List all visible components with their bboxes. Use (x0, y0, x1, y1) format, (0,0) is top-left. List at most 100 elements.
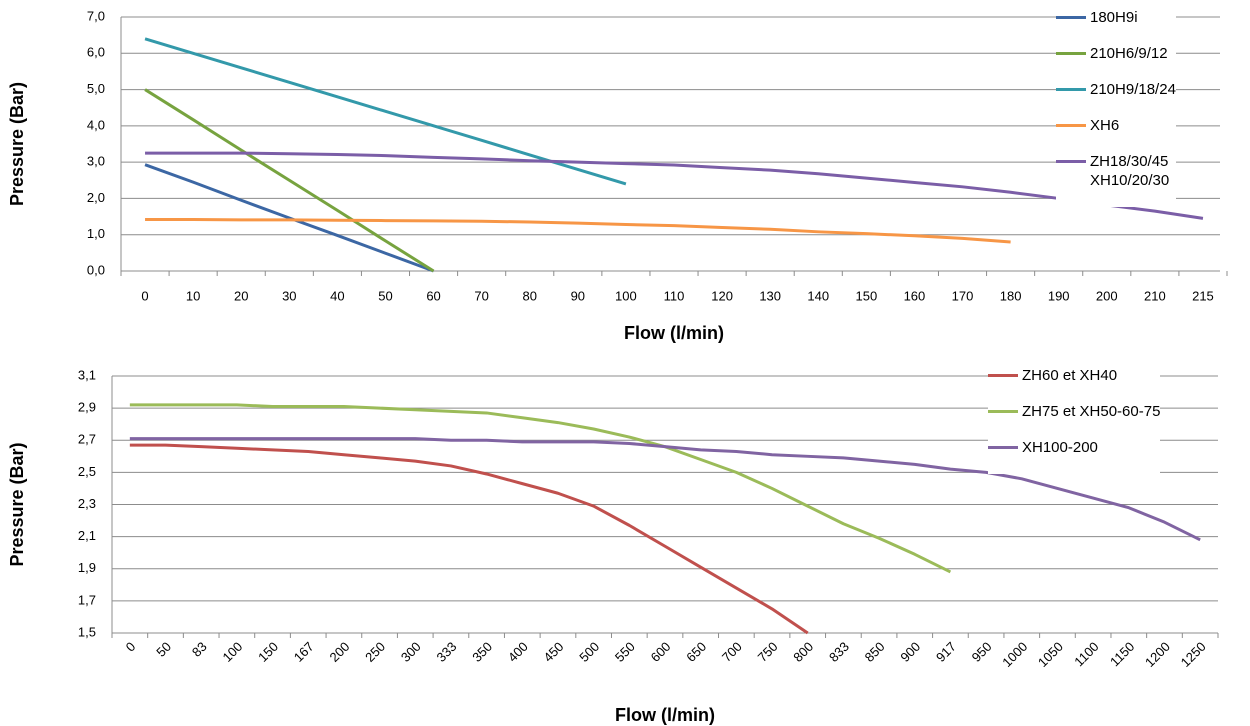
y-tick-label: 5,0 (87, 81, 105, 96)
legend-swatch (1056, 160, 1086, 163)
legend: ZH60 et XH40 ZH75 et XH50-60-75 XH100-200 (988, 366, 1161, 474)
x-tick-label: 110 (664, 288, 685, 303)
x-tick-label: 180 (1000, 288, 1022, 303)
y-axis-title: Pressure (Bar) (7, 82, 27, 206)
y-tick-label: 2,5 (78, 464, 96, 479)
x-tick-label: 900 (897, 639, 923, 665)
y-tick-label: 2,9 (78, 400, 96, 415)
y-tick-label: 6,0 (87, 45, 105, 60)
x-tick-label: 167 (291, 639, 317, 665)
x-tick-label: 170 (952, 288, 974, 303)
x-tick-label: 300 (398, 639, 424, 665)
x-tick-label: 750 (755, 639, 781, 665)
y-tick-label: 4,0 (87, 117, 105, 132)
x-tick-label: 800 (790, 639, 816, 665)
x-tick-label: 200 (1096, 288, 1118, 303)
legend-label: ZH75 et XH50-60-75 (1022, 403, 1161, 420)
legend-label: 210H9/18/24 (1090, 81, 1176, 98)
x-tick-label: 140 (807, 288, 829, 303)
legend-swatch (1056, 124, 1086, 127)
legend-item: XH100-200 (988, 438, 1160, 457)
legend-swatch (988, 446, 1018, 449)
y-tick-label: 0,0 (87, 262, 105, 277)
x-tick-label: 1150 (1107, 639, 1137, 669)
y-tick-label: 1,0 (87, 226, 105, 241)
x-tick-label: 450 (541, 639, 567, 665)
y-tick-label: 3,1 (78, 367, 96, 382)
legend-swatch (988, 374, 1018, 377)
y-tick-label: 2,7 (78, 432, 96, 447)
y-tick-label: 1,7 (78, 592, 96, 607)
x-tick-label: 0 (123, 639, 139, 655)
x-tick-label: 1100 (1071, 639, 1101, 669)
x-tick-label: 40 (330, 288, 344, 303)
x-tick-label: 130 (759, 288, 781, 303)
x-tick-label: 50 (378, 288, 392, 303)
x-tick-label: 120 (711, 288, 733, 303)
y-tick-label: 7,0 (87, 8, 105, 23)
legend-item: XH6 (1056, 116, 1176, 135)
y-tick-label: 2,0 (87, 190, 105, 205)
legend-item: ZH75 et XH50-60-75 (988, 402, 1160, 421)
x-tick-label: 10 (186, 288, 200, 303)
x-tick-label: 550 (612, 639, 638, 665)
x-tick-label: 1200 (1142, 639, 1173, 670)
x-tick-label: 70 (474, 288, 488, 303)
x-tick-label: 215 (1192, 288, 1214, 303)
x-tick-label: 400 (505, 639, 531, 665)
y-tick-label: 1,5 (78, 624, 96, 639)
x-tick-label: 20 (234, 288, 248, 303)
x-tick-label: 150 (855, 288, 877, 303)
x-tick-label: 210 (1144, 288, 1166, 303)
x-tick-label: 250 (362, 639, 388, 665)
x-tick-label: 1000 (999, 639, 1030, 670)
y-tick-label: 2,1 (78, 528, 96, 543)
legend-label: 180H9i (1090, 9, 1138, 26)
x-tick-label: 160 (904, 288, 926, 303)
x-tick-label: 30 (282, 288, 296, 303)
legend-label: 210H6/9/12 (1090, 45, 1168, 62)
legend: 180H9i 210H6/9/12 210H9/18/24 XH6 ZH18/30/45… (1056, 8, 1176, 207)
x-tick-label: 833 (826, 639, 852, 665)
x-tick-label: 90 (571, 288, 585, 303)
series-line (129, 403, 952, 574)
x-axis-title: Flow (l/min) (615, 705, 715, 725)
legend-item: 210H9/18/24 (1056, 80, 1176, 99)
legend-swatch (1056, 52, 1086, 55)
x-tick-label: 650 (683, 639, 709, 665)
legend-label: XH100-200 (1022, 439, 1098, 456)
legend-item: ZH60 et XH40 (988, 366, 1160, 385)
legend-item: 210H6/9/12 (1056, 44, 1176, 63)
legend-label: ZH60 et XH40 (1022, 367, 1118, 384)
y-tick-label: 3,0 (87, 154, 105, 169)
series-line (145, 151, 1204, 220)
x-tick-label: 83 (189, 639, 210, 660)
x-tick-label: 917 (933, 639, 959, 665)
x-tick-label: 950 (969, 639, 995, 665)
legend-swatch (1056, 88, 1086, 91)
x-tick-label: 333 (434, 639, 460, 665)
legend-item: 180H9i (1056, 8, 1176, 27)
y-tick-label: 2,3 (78, 496, 96, 511)
x-tick-label: 1250 (1178, 639, 1209, 670)
x-tick-label: 60 (426, 288, 440, 303)
series-line (145, 217, 1011, 244)
x-tick-label: 50 (153, 639, 174, 660)
legend-label: ZH18/30/45 XH10/20/30 (1090, 153, 1170, 189)
legend-item: ZH18/30/45 XH10/20/30 (1056, 152, 1176, 190)
series-line (144, 88, 435, 273)
x-axis-title: Flow (l/min) (624, 323, 724, 343)
x-tick-label: 150 (255, 639, 281, 665)
x-tick-label: 600 (648, 639, 674, 665)
series-line (129, 437, 1201, 542)
x-tick-label: 100 (615, 288, 637, 303)
x-tick-label: 500 (576, 639, 602, 665)
x-tick-label: 80 (523, 288, 537, 303)
legend-swatch (1056, 16, 1086, 19)
x-tick-label: 1050 (1035, 639, 1066, 670)
x-tick-label: 850 (862, 639, 888, 665)
series-line (144, 163, 435, 273)
legend-swatch (988, 410, 1018, 413)
